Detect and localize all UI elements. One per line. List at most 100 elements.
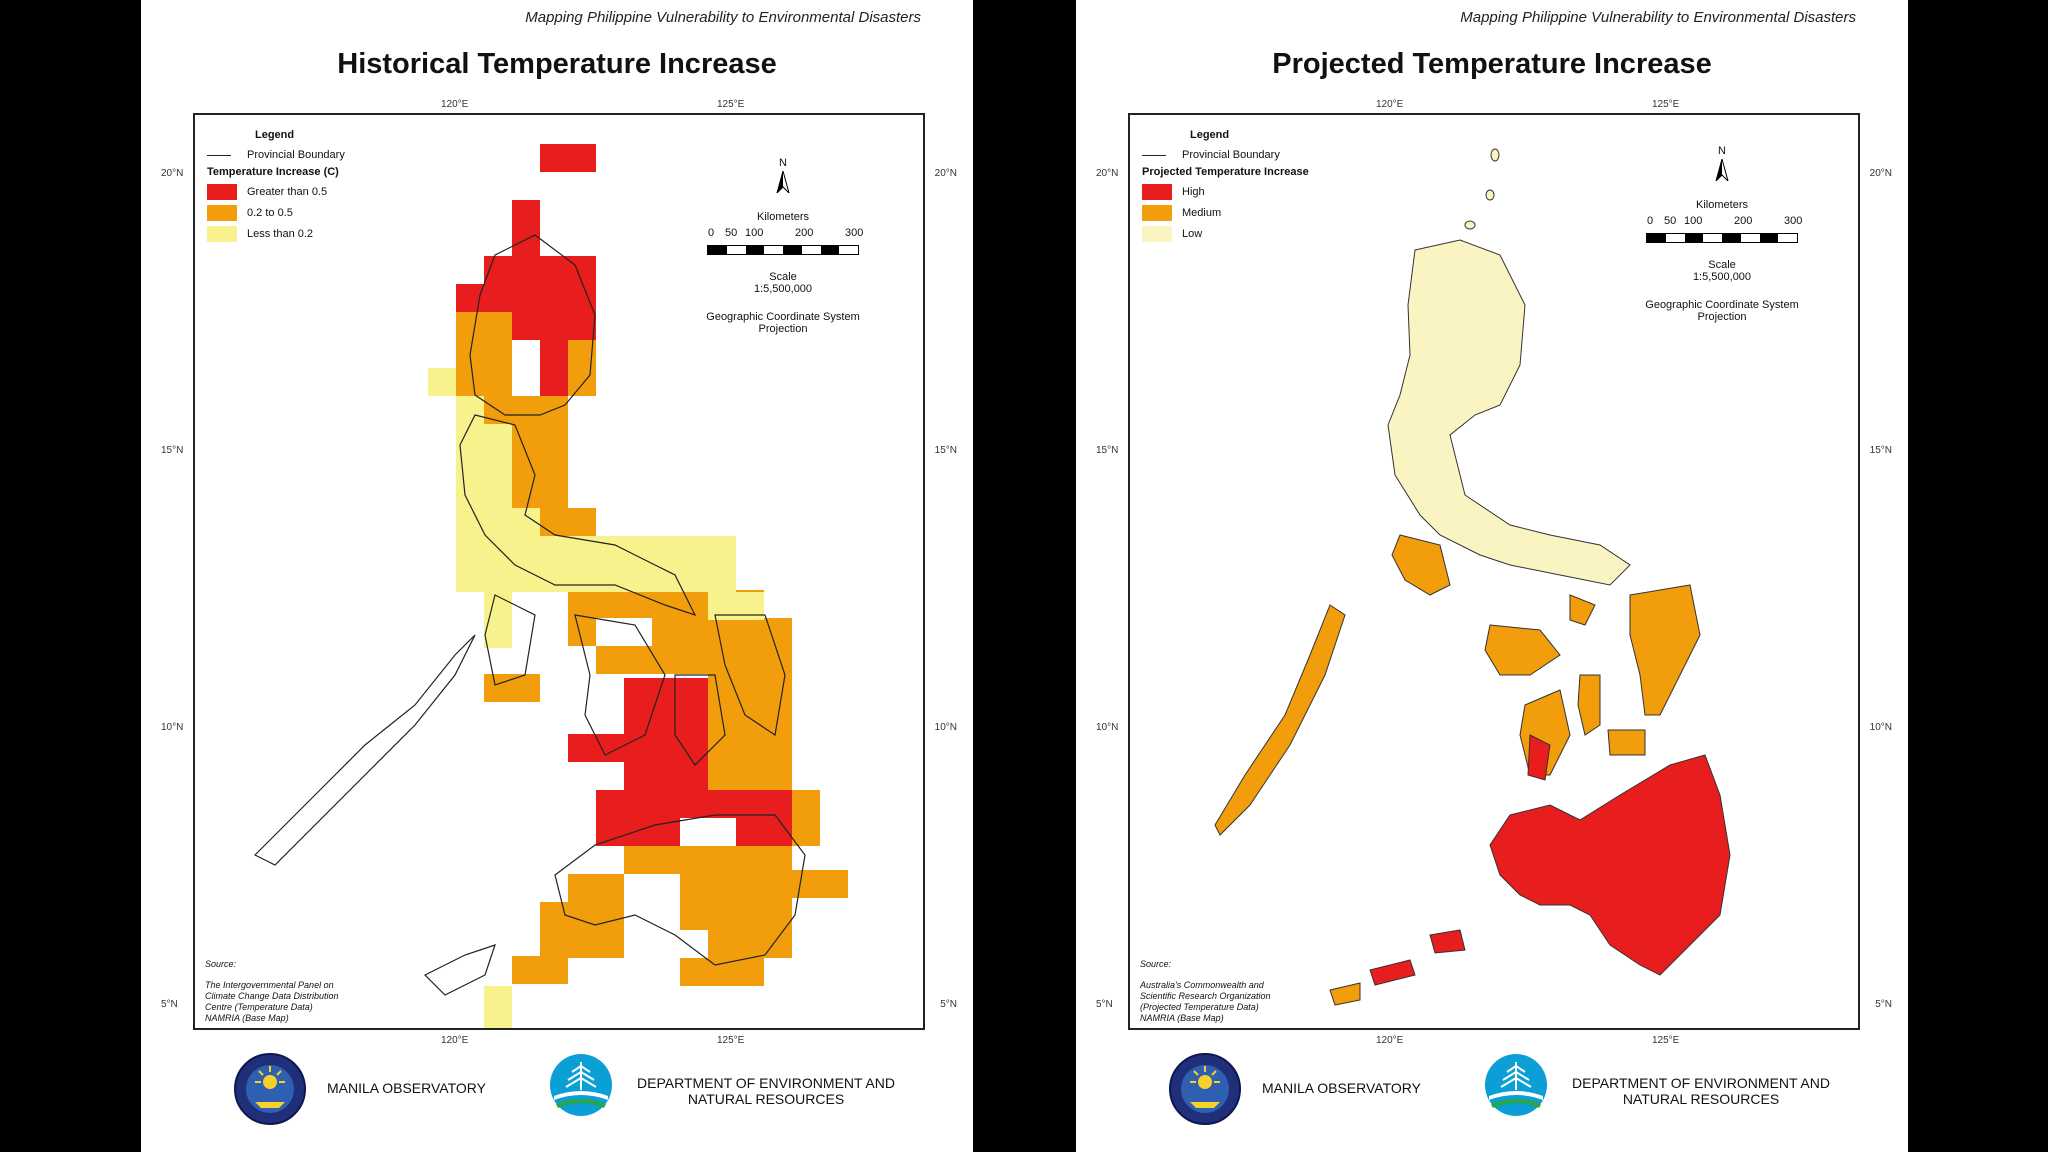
cell-low xyxy=(512,508,540,592)
km-tick: 300 xyxy=(1784,215,1803,227)
cell-high xyxy=(540,144,596,172)
legend-swatch-medium xyxy=(1142,205,1172,221)
manila-observatory-logo xyxy=(234,1053,306,1125)
panay-region xyxy=(1484,624,1561,676)
denr-name: DEPARTMENT OF ENVIRONMENT AND NATURAL RE… xyxy=(631,1075,901,1107)
map-title: Historical Temperature Increase xyxy=(337,48,777,80)
cell-low xyxy=(540,536,624,592)
scale-units: Kilometers xyxy=(1696,199,1748,211)
north-arrow-icon xyxy=(1715,159,1729,181)
cell-medium xyxy=(680,958,764,986)
denr-line2: NATURAL RESOURCES xyxy=(1622,1091,1780,1107)
mindoro-region xyxy=(1391,534,1451,596)
source-line: (Projected Temperature Data) xyxy=(1140,1002,1259,1012)
legend: Legend Provincial Boundary Temperature I… xyxy=(207,129,345,247)
legend-swatch-low xyxy=(207,226,237,242)
cell-high xyxy=(596,790,736,818)
source-line: NAMRIA (Base Map) xyxy=(1140,1013,1224,1023)
cell-low xyxy=(428,368,456,396)
km-tick: 0 xyxy=(1647,215,1654,227)
cell-medium xyxy=(568,340,596,396)
batanes-islets xyxy=(1464,148,1500,230)
km-tick: 100 xyxy=(1684,215,1703,227)
sulu-outline xyxy=(423,944,496,996)
map-frame: 120°E 125°E 120°E 125°E 20°N 15°N 10°N 5… xyxy=(161,99,957,1046)
left-tick-5n: 5°N xyxy=(1096,999,1113,1010)
historical-map-panel: Mapping Philippine Vulnerability to Envi… xyxy=(141,0,973,1152)
palawan-region xyxy=(1214,604,1346,836)
left-tick-15n: 15°N xyxy=(1096,445,1119,456)
denr-logo xyxy=(550,1054,612,1116)
cell-high xyxy=(512,200,540,256)
cell-medium xyxy=(512,424,568,508)
left-tick-10n: 10°N xyxy=(161,722,184,733)
top-tick-125e: 125°E xyxy=(1652,99,1680,110)
bottom-tick-125e: 125°E xyxy=(717,1035,745,1046)
legend-boundary: Provincial Boundary xyxy=(207,149,345,161)
denr-line2: NATURAL RESOURCES xyxy=(687,1091,845,1107)
cell-low xyxy=(484,986,512,1028)
right-tick-5n: 5°N xyxy=(1875,999,1892,1010)
cell-medium xyxy=(792,790,820,846)
scale-units: Kilometers xyxy=(757,211,809,223)
cell-high xyxy=(540,340,568,396)
mindoro-outline xyxy=(484,594,536,686)
cell-medium xyxy=(764,618,792,646)
right-tick-20n: 20°N xyxy=(1869,168,1892,179)
manila-observatory-logo xyxy=(1169,1053,1241,1125)
left-tick-10n: 10°N xyxy=(1096,722,1119,733)
masbate-region xyxy=(1569,594,1596,626)
palawan-outline xyxy=(253,634,476,866)
scale-block: N Kilometers 0 50 100 200 300 Scale 1:5,… xyxy=(703,157,863,335)
right-tick-15n: 15°N xyxy=(1869,445,1892,456)
cell-low xyxy=(456,480,512,592)
km-tick: 200 xyxy=(1734,215,1753,227)
legend-label-medium: 0.2 to 0.5 xyxy=(247,207,293,219)
cebu-region xyxy=(1577,674,1601,736)
legend-label-low: Low xyxy=(1182,228,1203,240)
scale-bar xyxy=(707,245,859,255)
scale-ratio: 1:5,500,000 xyxy=(753,283,813,295)
legend-label-high: Greater than 0.5 xyxy=(247,186,328,198)
map-frame: 120°E 125°E 120°E 125°E 20°N 15°N 10°N 5… xyxy=(1096,99,1892,1046)
projection-line2: Projection xyxy=(1697,311,1747,323)
source-note: Source: Australia's Commonwealth and Sci… xyxy=(1140,959,1340,1024)
cell-high xyxy=(484,256,596,312)
projection-line1: Geographic Coordinate System xyxy=(706,311,860,323)
legend-subtitle: Projected Temperature Increase xyxy=(1142,166,1309,178)
cell-low xyxy=(708,592,764,620)
mindanao-outline xyxy=(554,814,806,966)
cell-medium xyxy=(624,846,792,874)
cell-medium xyxy=(596,646,708,674)
samar-leyte-outline xyxy=(714,614,786,737)
source-line: Centre (Temperature Data) xyxy=(205,1002,313,1012)
source-title: Source: xyxy=(1140,959,1172,969)
source-line: Climate Change Data Distribution xyxy=(205,991,339,1001)
cell-high xyxy=(568,734,624,762)
top-tick-120e: 120°E xyxy=(441,99,469,110)
luzon-north-outline xyxy=(469,234,596,416)
cell-low xyxy=(484,424,512,480)
cell-medium xyxy=(736,706,792,790)
tawi-tawi-region xyxy=(1329,982,1361,1006)
cell-high xyxy=(596,818,680,846)
right-tick-20n: 20°N xyxy=(934,168,957,179)
legend-label-low: Less than 0.2 xyxy=(247,228,314,240)
legend-item-medium: 0.2 to 0.5 xyxy=(207,205,345,221)
luzon-south-outline xyxy=(459,414,697,617)
left-tick-20n: 20°N xyxy=(161,168,184,179)
right-tick-10n: 10°N xyxy=(934,722,957,733)
right-tick-5n: 5°N xyxy=(940,999,957,1010)
legend-label-medium: Medium xyxy=(1182,207,1222,219)
km-tick: 50 xyxy=(1664,215,1677,227)
samar-leyte-region xyxy=(1629,584,1701,716)
coastlines xyxy=(253,234,806,996)
projected-temperature-map xyxy=(1214,148,1731,1006)
boundary-line-symbol xyxy=(1142,154,1166,156)
top-tick-120e: 120°E xyxy=(1376,99,1404,110)
boundary-line-symbol xyxy=(207,154,231,156)
legend-title: Legend xyxy=(1190,129,1230,141)
right-tick-10n: 10°N xyxy=(1869,722,1892,733)
scale-label: Scale xyxy=(769,271,797,283)
cebu-bohol-outline xyxy=(674,674,726,766)
